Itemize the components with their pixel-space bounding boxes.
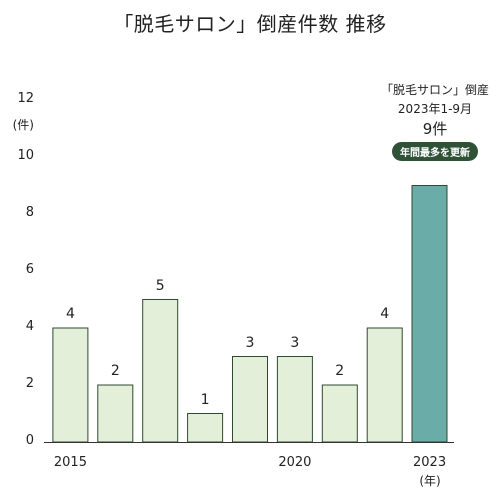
bar-2020 [276,356,313,443]
bar-2022 [366,327,403,443]
bar-2018 [187,413,224,443]
x-tick-label-2015: 2015 [53,455,87,470]
annotation-callout: 「脱毛サロン」倒産 2023年1-9月 9件 年間最多を更新 [375,81,495,161]
y-tick-label-8: 8 [25,205,34,220]
data-label-2022: 4 [380,306,390,322]
annotation-line2: 2023年1-9月 [397,102,473,116]
bar-2021 [321,384,358,443]
record-badge: 年間最多を更新 [392,142,478,161]
data-label-2020: 3 [290,334,300,351]
data-label-2015: 4 [65,306,75,322]
y-tick-label-12: 12 [17,91,34,106]
bar-2023 [411,185,448,443]
annotation-line1: 「脱毛サロン」倒産 [380,83,489,97]
bar-2019 [232,356,268,443]
data-label-2018: 1 [200,391,210,408]
data-label-2021: 2 [335,363,345,379]
bar-2016 [97,384,134,443]
chart-title: 「脱毛サロン」倒産件数 推移 [113,12,387,36]
y-tick-label-0: 0 [25,433,34,448]
y-tick-label-2: 2 [25,376,34,391]
bar-2015 [52,327,89,443]
y-tick-label-4: 4 [25,319,34,334]
y-axis-unit: (件) [12,118,34,132]
data-label-2017: 5 [155,277,165,294]
data-label-2019: 3 [245,334,255,351]
annotation-value: 9件 [422,120,448,138]
data-label-2016: 2 [110,363,120,379]
y-tick-label-10: 10 [17,148,34,163]
x-axis-unit: (年) [419,474,441,488]
bar-2017 [142,299,179,443]
x-tick-label-2023: 2023 [413,455,447,470]
y-tick-label-6: 6 [25,262,34,277]
x-tick-label-2020: 2020 [278,455,312,470]
